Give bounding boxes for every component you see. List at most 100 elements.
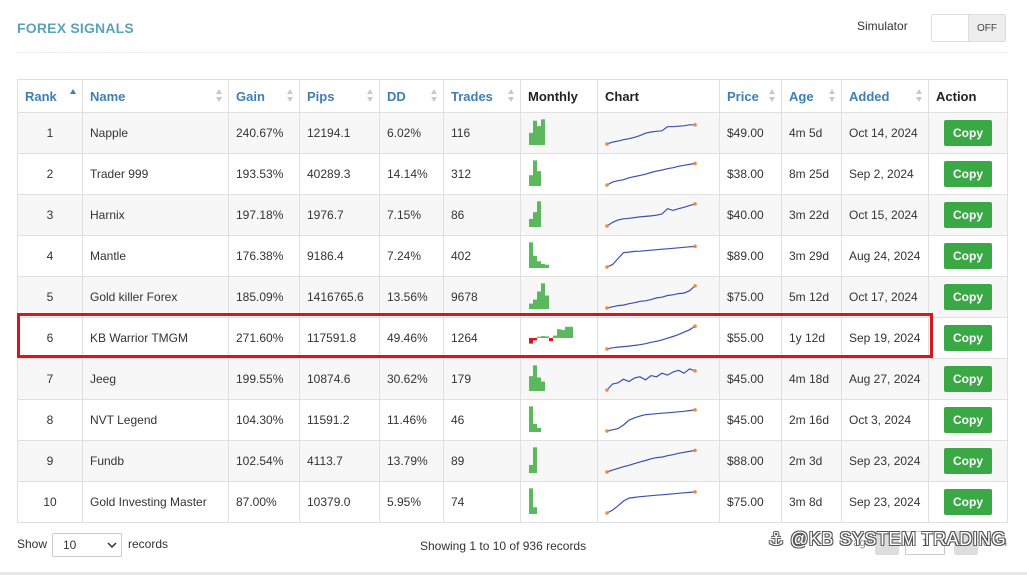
equity-sparkline bbox=[605, 323, 697, 351]
monthly-bar bbox=[529, 241, 533, 268]
signal-name-link[interactable]: Gold Investing Master bbox=[82, 481, 229, 523]
column-header-gain[interactable]: Gain bbox=[228, 79, 300, 113]
monthly-bar bbox=[537, 170, 541, 186]
table-row: 1 Napple 240.67% 12194.1 6.02% 116 $49.00 4m 5d… bbox=[17, 112, 1008, 154]
prev-page-button[interactable] bbox=[875, 531, 899, 555]
monthly-bar bbox=[569, 326, 573, 338]
column-header-trades[interactable]: Trades bbox=[443, 79, 521, 113]
signal-name-link[interactable]: Gold killer Forex bbox=[82, 276, 229, 318]
copy-button[interactable]: Copy bbox=[944, 243, 992, 269]
signal-name-link[interactable]: NVT Legend bbox=[82, 399, 229, 441]
show-label: Show bbox=[17, 537, 48, 551]
equity-endpoint-dot bbox=[605, 346, 609, 351]
equity-sparkline bbox=[605, 407, 697, 433]
gain-cell: 199.55% bbox=[228, 358, 300, 400]
sort-icon bbox=[769, 89, 776, 103]
monthly-bar bbox=[545, 335, 549, 338]
action-cell: Copy bbox=[928, 276, 1008, 318]
chart-cell bbox=[597, 194, 720, 236]
monthly-bar bbox=[549, 337, 553, 341]
action-cell: Copy bbox=[928, 440, 1008, 482]
gain-cell: 240.67% bbox=[228, 112, 300, 154]
copy-button[interactable]: Copy bbox=[944, 448, 992, 474]
equity-line bbox=[606, 162, 696, 186]
monthly-bar bbox=[541, 282, 545, 309]
copy-button[interactable]: Copy bbox=[944, 489, 992, 515]
chart-cell bbox=[597, 153, 720, 195]
signal-name-link[interactable]: Trader 999 bbox=[82, 153, 229, 195]
copy-button[interactable]: Copy bbox=[944, 161, 992, 187]
signal-name-link[interactable]: Jeeg bbox=[82, 358, 229, 400]
page-number-input[interactable]: 1 bbox=[905, 531, 945, 555]
copy-button[interactable]: Copy bbox=[944, 366, 992, 392]
column-header-monthly: Monthly bbox=[520, 79, 598, 113]
drawdown-cell: 13.79% bbox=[379, 440, 444, 482]
gain-cell: 176.38% bbox=[228, 235, 300, 277]
chart-cell bbox=[597, 481, 720, 523]
monthly-bar bbox=[529, 337, 533, 344]
equity-endpoint-dot bbox=[605, 223, 609, 228]
signal-name-link[interactable]: Napple bbox=[82, 112, 229, 154]
copy-button[interactable]: Copy bbox=[944, 284, 992, 310]
copy-button[interactable]: Copy bbox=[944, 325, 992, 351]
signal-name-link[interactable]: Mantle bbox=[82, 235, 229, 277]
monthly-bar-chart bbox=[529, 364, 545, 391]
pips-cell: 40289.3 bbox=[299, 153, 380, 195]
signal-name-link[interactable]: Harnix bbox=[82, 194, 229, 236]
monthly-bar bbox=[529, 132, 533, 145]
equity-endpoint-dot bbox=[605, 182, 609, 187]
drawdown-cell: 5.95% bbox=[379, 481, 444, 523]
equity-endpoint-dot bbox=[693, 368, 697, 373]
equity-line bbox=[606, 245, 696, 268]
column-header-rank[interactable]: Rank bbox=[17, 79, 83, 113]
next-page-button[interactable] bbox=[954, 531, 978, 555]
monthly-bar bbox=[561, 329, 565, 338]
signal-name-link[interactable]: Fundb bbox=[82, 440, 229, 482]
price-cell: $49.00 bbox=[719, 112, 782, 154]
signal-name-link[interactable]: KB Warrior TMGM bbox=[82, 317, 229, 359]
chart-cell bbox=[597, 317, 720, 359]
action-cell: Copy bbox=[928, 317, 1008, 359]
sort-icon bbox=[916, 89, 923, 103]
column-header-dd[interactable]: DD bbox=[379, 79, 444, 113]
page-size-select[interactable]: 10 bbox=[52, 533, 122, 557]
sort-icon bbox=[216, 89, 223, 103]
records-info: Showing 1 to 10 of 936 records bbox=[420, 539, 587, 553]
column-header-name[interactable]: Name bbox=[82, 79, 229, 113]
price-cell: $38.00 bbox=[719, 153, 782, 195]
added-date-cell: Sep 23, 2024 bbox=[841, 440, 929, 482]
drawdown-cell: 6.02% bbox=[379, 112, 444, 154]
column-header-added[interactable]: Added bbox=[841, 79, 929, 113]
equity-endpoint-dot bbox=[693, 323, 697, 328]
equity-sparkline bbox=[605, 201, 697, 228]
monthly-bar bbox=[537, 200, 541, 227]
copy-button[interactable]: Copy bbox=[944, 120, 992, 146]
gain-cell: 102.54% bbox=[228, 440, 300, 482]
table-header-row: Rank Name Gain Pips DD Trades Monthly Ch… bbox=[17, 79, 1008, 113]
monthly-bar-chart bbox=[529, 326, 573, 344]
equity-line bbox=[606, 202, 696, 227]
chevron-down-icon bbox=[103, 534, 121, 556]
gain-cell: 104.30% bbox=[228, 399, 300, 441]
column-header-price[interactable]: Price bbox=[719, 79, 782, 113]
column-header-age[interactable]: Age bbox=[781, 79, 842, 113]
drawdown-cell: 30.62% bbox=[379, 358, 444, 400]
monthly-cell bbox=[520, 276, 598, 318]
monthly-bar bbox=[533, 211, 537, 227]
price-cell: $89.00 bbox=[719, 235, 782, 277]
copy-button[interactable]: Copy bbox=[944, 407, 992, 433]
monthly-bar bbox=[533, 506, 537, 514]
sort-icon bbox=[367, 89, 374, 103]
monthly-bar-chart bbox=[529, 487, 537, 514]
equity-line bbox=[606, 325, 696, 350]
sort-icon bbox=[829, 89, 836, 103]
copy-button[interactable]: Copy bbox=[944, 202, 992, 228]
monthly-bar bbox=[533, 120, 537, 145]
trades-cell: 1264 bbox=[443, 317, 521, 359]
monthly-bar-chart bbox=[529, 446, 537, 473]
simulator-toggle[interactable]: OFF bbox=[931, 14, 1006, 42]
simulator-toggle-knob bbox=[932, 15, 969, 41]
sort-icon bbox=[431, 89, 438, 103]
added-date-cell: Oct 14, 2024 bbox=[841, 112, 929, 154]
column-header-pips[interactable]: Pips bbox=[299, 79, 380, 113]
